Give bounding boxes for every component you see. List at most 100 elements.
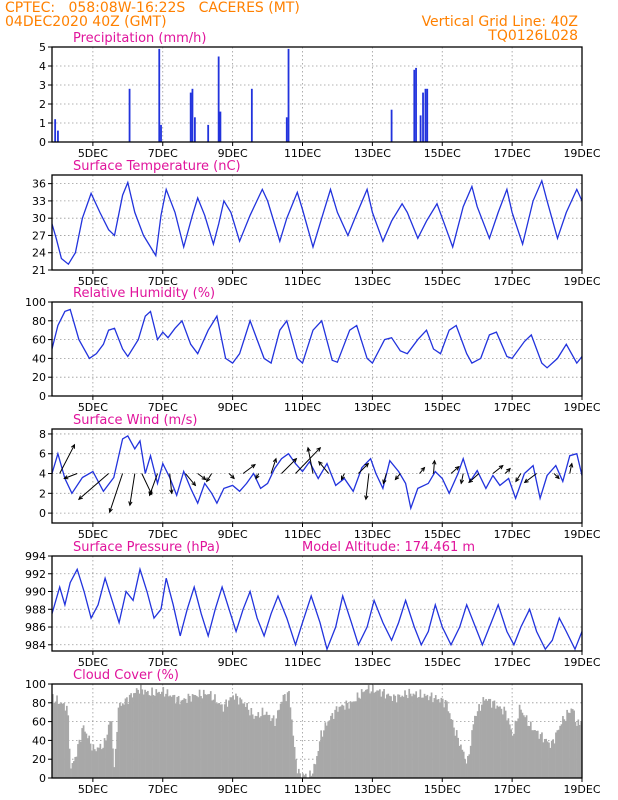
- cloud-bar: [559, 725, 561, 778]
- cloud-bar: [365, 689, 367, 778]
- cloud-bar: [221, 704, 223, 778]
- cloud-bar: [556, 730, 559, 778]
- cloud-bar: [422, 697, 425, 778]
- y-tick-label: 3: [39, 79, 46, 92]
- precip-bar: [160, 124, 162, 142]
- wind-arrow: [64, 473, 78, 479]
- cloud-bar: [183, 698, 186, 778]
- wind-arrow: [318, 461, 330, 474]
- cloud-bar: [328, 720, 331, 778]
- wind-arrow: [419, 467, 425, 474]
- cloud-bar: [263, 715, 265, 778]
- y-tick-label: 2: [39, 487, 46, 500]
- cloud-bar: [148, 695, 151, 778]
- cloud-bar: [113, 767, 116, 778]
- cloud-bar: [110, 721, 113, 778]
- x-tick-label: 13DEC: [354, 147, 391, 160]
- cloud-bar: [409, 693, 412, 778]
- x-tick-label: 13DEC: [354, 401, 391, 414]
- cloud-bar: [564, 720, 567, 778]
- cloud-bar: [325, 725, 328, 778]
- cloud-bar: [323, 730, 325, 778]
- cloud-bar: [137, 689, 139, 778]
- cloud-bar: [304, 773, 307, 778]
- cloud-bar: [387, 693, 390, 778]
- cloud-bar: [563, 719, 566, 778]
- cloud-bar: [310, 775, 313, 778]
- cloud-bar: [285, 701, 288, 778]
- cloud-bar: [369, 693, 371, 778]
- cloud-bar: [218, 703, 220, 778]
- cloud-bar: [147, 690, 149, 778]
- cloud-bar: [331, 713, 334, 778]
- cloud-bar: [478, 704, 480, 778]
- cloud-bar: [534, 730, 536, 778]
- cloud-bar: [130, 693, 132, 778]
- cloud-bar: [521, 712, 524, 778]
- cloud-bar: [82, 725, 85, 778]
- x-tick-label: 17DEC: [494, 783, 531, 796]
- cloud-bar: [366, 689, 369, 778]
- cloud-bar: [476, 711, 479, 778]
- cloud-bar: [290, 719, 293, 778]
- cloud-bar: [327, 721, 330, 778]
- cloud-bar: [311, 773, 314, 778]
- y-tick-label: 5: [39, 41, 46, 54]
- wind-arrow-head: [498, 464, 504, 470]
- y-tick-label: 990: [25, 586, 46, 599]
- cloud-bar: [95, 751, 98, 778]
- cloud-bar: [439, 702, 441, 778]
- cloud-bar: [286, 692, 289, 778]
- cloud-bar: [511, 735, 514, 778]
- cloud-bar: [202, 689, 205, 778]
- precip-bar: [193, 117, 196, 142]
- cloud-bar: [57, 703, 60, 778]
- wind-arrow: [569, 463, 573, 474]
- x-tick-label: 5DEC: [78, 656, 108, 669]
- wind-arrow-head: [230, 474, 235, 480]
- cloud-bar: [538, 738, 541, 778]
- cloud-bar: [468, 754, 471, 778]
- wind-arrow-head: [420, 466, 426, 472]
- cloud-bar: [188, 696, 191, 778]
- y-tick-label: 988: [25, 603, 46, 616]
- panel-subtitle-model-altitude: Model Altitude: 174.461 m: [302, 540, 475, 555]
- cloud-bar: [191, 694, 194, 778]
- cloud-bar: [128, 694, 131, 778]
- cloud-bar: [105, 740, 107, 778]
- cloud-bar: [397, 694, 399, 778]
- y-tick-label: 100: [25, 678, 46, 691]
- cloud-bar: [299, 773, 302, 778]
- cloud-bar: [242, 703, 244, 778]
- cloud-bar: [390, 696, 392, 778]
- cloud-bar: [278, 709, 281, 778]
- precip-bar: [415, 67, 417, 142]
- cloud-bar: [267, 715, 269, 778]
- cloud-bar: [562, 715, 564, 778]
- cloud-bar: [316, 756, 318, 778]
- cloud-bar: [574, 721, 577, 778]
- cloud-bar: [332, 718, 335, 778]
- cloud-bar: [246, 702, 248, 778]
- cloud-bar: [167, 696, 170, 778]
- cloud-bar: [314, 764, 317, 778]
- cloud-bar: [360, 689, 363, 778]
- cloud-bar: [100, 749, 103, 778]
- cloud-bar: [518, 704, 521, 778]
- cloud-bar: [92, 744, 95, 778]
- cloud-bar: [197, 697, 200, 778]
- cloud-bar: [567, 712, 570, 778]
- cloud-bar: [454, 735, 457, 778]
- cloud-bar: [116, 731, 118, 778]
- cloud-bar: [272, 715, 275, 778]
- y-tick-label: 60: [32, 334, 46, 347]
- y-tick-label: 20: [32, 753, 46, 766]
- cloud-bar: [161, 691, 163, 778]
- cloud-bar: [342, 705, 345, 778]
- cloud-bar: [408, 688, 411, 778]
- wind-arrow-head: [318, 460, 323, 466]
- cloud-bar: [247, 709, 250, 778]
- x-tick-label: 15DEC: [424, 401, 461, 414]
- cloud-bar: [264, 714, 267, 778]
- cloud-bar: [250, 707, 253, 778]
